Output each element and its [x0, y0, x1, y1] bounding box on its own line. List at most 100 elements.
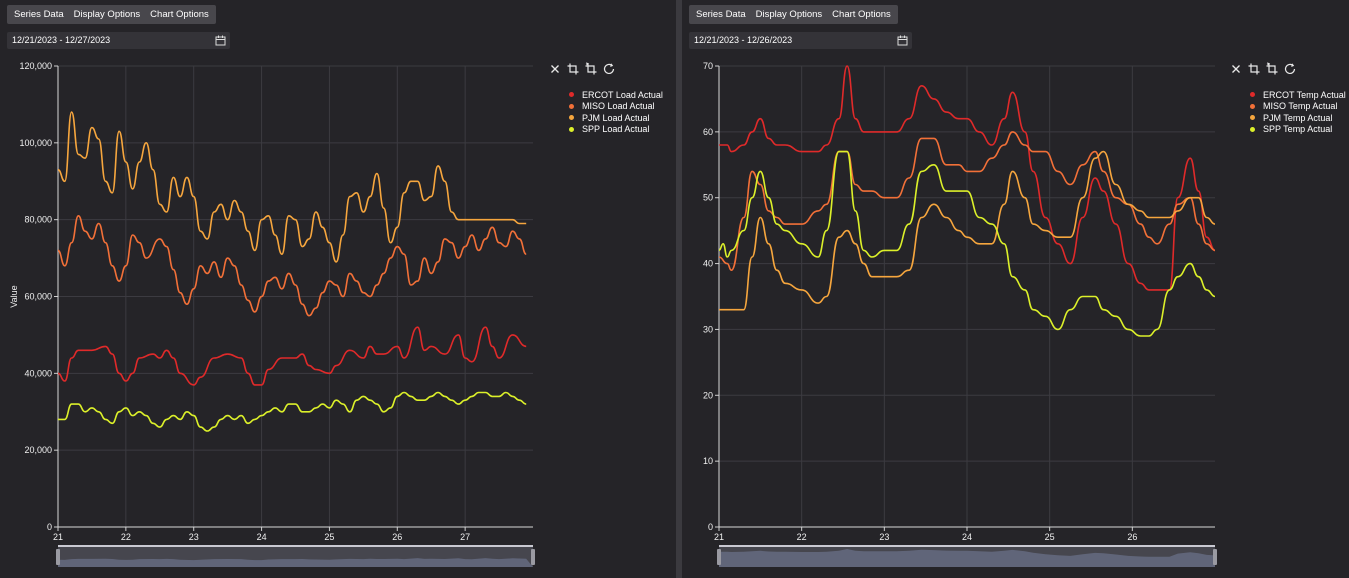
chart-legend: ERCOT Load Actual MISO Load Actual PJM L…	[569, 89, 663, 135]
tab-display-options[interactable]: Display Options	[755, 9, 823, 20]
tab-chart-options[interactable]: Chart Options	[150, 9, 209, 20]
navigator-top-bar	[58, 545, 533, 547]
y-tick-label: 20,000	[24, 445, 52, 455]
close-icon[interactable]	[548, 62, 562, 76]
x-tick-label: 27	[460, 532, 470, 542]
date-range-text: 12/21/2023 - 12/26/2023	[694, 35, 793, 45]
y-tick-label: 60	[703, 127, 713, 137]
zoom-reset-icon[interactable]	[1265, 62, 1279, 76]
y-tick-label: 0	[708, 522, 713, 532]
legend-label: ERCOT Temp Actual	[1263, 89, 1346, 100]
y-tick-label: 70	[703, 61, 713, 71]
legend-item-miso[interactable]: MISO Load Actual	[569, 101, 663, 113]
y-tick-label: 20	[703, 390, 713, 400]
series-line-ercot[interactable]	[57, 326, 527, 386]
legend-item-spp[interactable]: SPP Temp Actual	[1250, 124, 1346, 136]
navigator-handle-left[interactable]	[56, 549, 60, 565]
date-range-text: 12/21/2023 - 12/27/2023	[12, 35, 111, 45]
x-tick-label: 23	[879, 532, 889, 542]
y-axis-title: Value	[9, 285, 19, 307]
chart-tools	[548, 62, 616, 76]
y-tick-label: 0	[47, 522, 52, 532]
zoom-icon[interactable]	[1247, 62, 1261, 76]
legend-label: SPP Load Actual	[582, 124, 650, 135]
legend-marker	[1250, 92, 1255, 98]
x-tick-label: 26	[1127, 532, 1137, 542]
line-chart-temp[interactable]: 0 10 20 30 40 50 60 70 21 22 23 24 25 26	[682, 0, 1349, 578]
navigator-area	[719, 549, 1215, 567]
y-tick-label: 60,000	[24, 292, 52, 302]
chart-panel-load: Series Data Display Options Chart Option…	[0, 0, 676, 578]
tab-display-options[interactable]: Display Options	[73, 9, 141, 20]
chart-legend: ERCOT Temp Actual MISO Temp Actual PJM T…	[1250, 89, 1346, 135]
zoom-reset-icon[interactable]	[584, 62, 598, 76]
options-toolbar: Series Data Display Options Chart Option…	[7, 5, 216, 24]
legend-label: PJM Load Actual	[582, 112, 650, 123]
legend-marker	[569, 92, 574, 98]
series-line-pjm[interactable]	[719, 150, 1216, 311]
chart-panel-temp: Series Data Display Options Chart Option…	[682, 0, 1349, 578]
calendar-icon[interactable]	[215, 35, 226, 46]
legend-item-ercot[interactable]: ERCOT Temp Actual	[1250, 89, 1346, 101]
series-line-miso[interactable]	[57, 215, 527, 317]
tab-series-data[interactable]: Series Data	[14, 9, 64, 20]
legend-marker	[569, 126, 574, 132]
y-tick-label: 40	[703, 259, 713, 269]
legend-marker	[1250, 126, 1255, 132]
legend-label: MISO Load Actual	[582, 101, 655, 112]
y-tick-label: 100,000	[19, 138, 52, 148]
legend-item-miso[interactable]: MISO Temp Actual	[1250, 101, 1346, 113]
refresh-icon[interactable]	[602, 62, 616, 76]
legend-item-ercot[interactable]: ERCOT Load Actual	[569, 89, 663, 101]
y-tick-label: 50	[703, 193, 713, 203]
legend-marker	[569, 103, 574, 109]
calendar-icon[interactable]	[897, 35, 908, 46]
x-tick-label: 21	[53, 532, 63, 542]
legend-item-pjm[interactable]: PJM Temp Actual	[1250, 112, 1346, 124]
series-line-spp[interactable]	[57, 391, 527, 432]
y-tick-label: 30	[703, 324, 713, 334]
y-tick-label: 80,000	[24, 215, 52, 225]
series-line-pjm[interactable]	[57, 111, 527, 263]
legend-item-pjm[interactable]: PJM Load Actual	[569, 112, 663, 124]
x-tick-label: 23	[189, 532, 199, 542]
navigator-handle-right[interactable]	[531, 549, 535, 565]
x-tick-label: 22	[121, 532, 131, 542]
y-tick-label: 40,000	[24, 368, 52, 378]
legend-label: SPP Temp Actual	[1263, 124, 1333, 135]
series-line-ercot[interactable]	[719, 65, 1216, 291]
line-chart-load[interactable]: 0 20,000 40,000 60,000 80,000 100,000 120,000 2…	[0, 0, 676, 578]
chart-tools	[1229, 62, 1297, 76]
legend-label: ERCOT Load Actual	[582, 89, 663, 100]
y-tick-label: 120,000	[19, 61, 52, 71]
legend-marker	[1250, 103, 1255, 109]
x-tick-label: 24	[962, 532, 972, 542]
navigator-handle-right[interactable]	[1213, 549, 1217, 565]
navigator-area	[58, 558, 533, 567]
x-tick-label: 25	[1045, 532, 1055, 542]
legend-marker	[569, 115, 574, 121]
legend-label: MISO Temp Actual	[1263, 101, 1338, 112]
x-tick-label: 26	[392, 532, 402, 542]
legend-item-spp[interactable]: SPP Load Actual	[569, 124, 663, 136]
navigator-handle-left[interactable]	[717, 549, 721, 565]
legend-label: PJM Temp Actual	[1263, 112, 1333, 123]
zoom-icon[interactable]	[566, 62, 580, 76]
tab-series-data[interactable]: Series Data	[696, 9, 746, 20]
date-range-picker[interactable]: 12/21/2023 - 12/26/2023	[689, 32, 912, 49]
x-tick-label: 24	[257, 532, 267, 542]
x-tick-label: 25	[324, 532, 334, 542]
close-icon[interactable]	[1229, 62, 1243, 76]
date-range-picker[interactable]: 12/21/2023 - 12/27/2023	[7, 32, 230, 49]
x-tick-label: 22	[797, 532, 807, 542]
legend-marker	[1250, 115, 1255, 121]
y-tick-label: 10	[703, 456, 713, 466]
options-toolbar: Series Data Display Options Chart Option…	[689, 5, 898, 24]
series-line-miso[interactable]	[718, 131, 1216, 271]
navigator-top-bar	[719, 545, 1215, 547]
series-line-spp[interactable]	[718, 150, 1216, 337]
panel-divider[interactable]	[676, 0, 682, 578]
x-tick-label: 21	[714, 532, 724, 542]
refresh-icon[interactable]	[1283, 62, 1297, 76]
tab-chart-options[interactable]: Chart Options	[832, 9, 891, 20]
